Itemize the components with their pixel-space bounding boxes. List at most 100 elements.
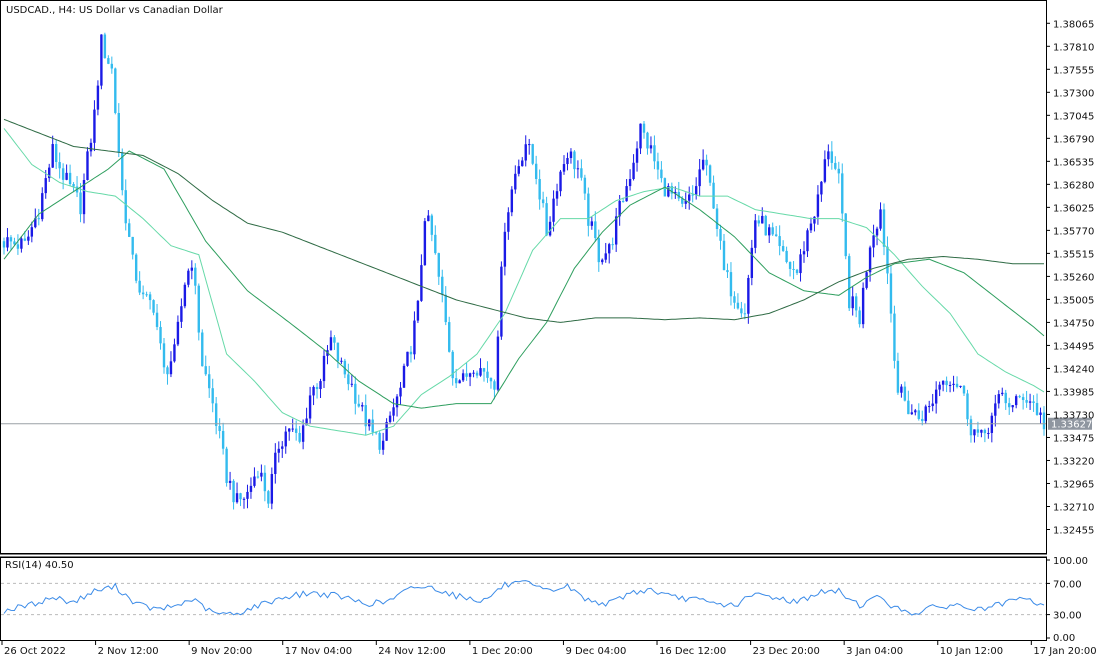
price-tick-label: 1.32455 xyxy=(1053,526,1094,537)
candle-body xyxy=(107,58,110,64)
candle-body xyxy=(646,132,649,149)
candle-body xyxy=(886,246,889,274)
candles-layer xyxy=(2,32,1046,510)
candle-body xyxy=(79,192,82,215)
candle-body xyxy=(896,360,900,393)
candle-body xyxy=(910,412,914,415)
candle-body xyxy=(788,262,792,269)
main-panel-frame xyxy=(0,0,1047,554)
price-tick-label: 1.37810 xyxy=(1053,42,1094,53)
candle-body xyxy=(444,294,447,323)
candle-body xyxy=(82,180,86,215)
candle-body xyxy=(1025,400,1028,403)
current-price-tag xyxy=(1048,417,1092,430)
candle-body xyxy=(155,312,159,327)
candle-body xyxy=(378,433,381,450)
candle-body xyxy=(614,216,618,245)
candle-body xyxy=(260,472,263,477)
candle-body xyxy=(381,440,385,450)
price-tick-label: 1.37555 xyxy=(1053,65,1094,76)
candle-body xyxy=(173,344,176,362)
candle-body xyxy=(204,366,207,375)
candle-body xyxy=(1011,405,1014,408)
candle-body xyxy=(674,191,677,194)
candle-body xyxy=(854,296,858,311)
candle-body xyxy=(715,208,719,229)
candle-body xyxy=(152,300,155,313)
candle-body xyxy=(458,380,461,384)
candle-body xyxy=(694,186,698,195)
candle-body xyxy=(583,177,587,194)
price-tick-label: 1.35005 xyxy=(1053,295,1094,306)
candle-body xyxy=(30,227,34,237)
candle-body xyxy=(214,403,218,426)
candle-body xyxy=(489,377,493,382)
candle-body xyxy=(903,386,907,401)
candle-body xyxy=(507,212,510,232)
candle-body xyxy=(162,343,166,368)
candle-body xyxy=(879,209,882,229)
candle-body xyxy=(667,185,670,197)
candle-body xyxy=(256,476,260,478)
candle-body xyxy=(169,361,173,375)
candle-body xyxy=(9,237,13,242)
candle-body xyxy=(590,221,594,226)
candle-body xyxy=(917,410,920,419)
candle-body xyxy=(813,216,816,224)
candle-body xyxy=(928,406,931,408)
candle-body xyxy=(1008,403,1011,408)
candle-body xyxy=(503,231,507,267)
candle-body xyxy=(754,220,757,248)
rsi-tick-label: 70.00 xyxy=(1053,579,1082,590)
candle-body xyxy=(197,285,200,333)
candle-body xyxy=(729,272,733,297)
candle-body xyxy=(1021,397,1025,401)
candle-body xyxy=(20,238,23,249)
candle-body xyxy=(48,167,51,179)
candle-body xyxy=(517,166,520,174)
candle-body xyxy=(371,419,374,433)
candle-body xyxy=(841,173,844,214)
candle-body xyxy=(37,218,40,220)
candle-body xyxy=(336,342,340,362)
candle-body xyxy=(61,168,65,180)
candle-body xyxy=(347,374,350,385)
candle-body xyxy=(545,203,548,236)
price-tick-label: 1.33475 xyxy=(1053,433,1094,444)
candle-body xyxy=(486,371,489,378)
candle-body xyxy=(423,221,427,266)
candle-body xyxy=(628,179,632,187)
candle-body xyxy=(211,388,214,404)
rsi-tick-label: 30.00 xyxy=(1053,611,1082,622)
price-tick-label: 1.36280 xyxy=(1053,180,1094,191)
candle-body xyxy=(86,151,89,181)
candle-body xyxy=(166,367,169,375)
candle-body xyxy=(333,337,336,343)
candle-body xyxy=(145,294,148,296)
candle-body xyxy=(681,198,684,204)
ma-mid-line xyxy=(3,150,1045,409)
candle-body xyxy=(58,162,61,169)
candle-body xyxy=(2,241,6,248)
candle-body xyxy=(253,476,256,486)
candle-body xyxy=(319,381,322,390)
candle-body xyxy=(246,491,249,499)
candle-body xyxy=(980,429,983,433)
candle-body xyxy=(232,480,235,503)
candle-body xyxy=(945,380,948,386)
candle-body xyxy=(994,403,997,416)
candle-body xyxy=(677,191,680,199)
candle-body xyxy=(708,165,712,183)
price-tick-label: 1.35515 xyxy=(1053,249,1094,260)
price-tick-label: 1.36025 xyxy=(1053,203,1094,214)
candle-body xyxy=(103,34,107,59)
candle-body xyxy=(364,405,367,427)
candle-body xyxy=(566,158,569,165)
time-tick-label: 10 Jan 12:00 xyxy=(940,646,1003,657)
candle-body xyxy=(569,151,573,159)
time-tick-label: 17 Nov 04:00 xyxy=(285,646,352,657)
candle-body xyxy=(830,151,834,163)
candle-body xyxy=(552,198,555,222)
